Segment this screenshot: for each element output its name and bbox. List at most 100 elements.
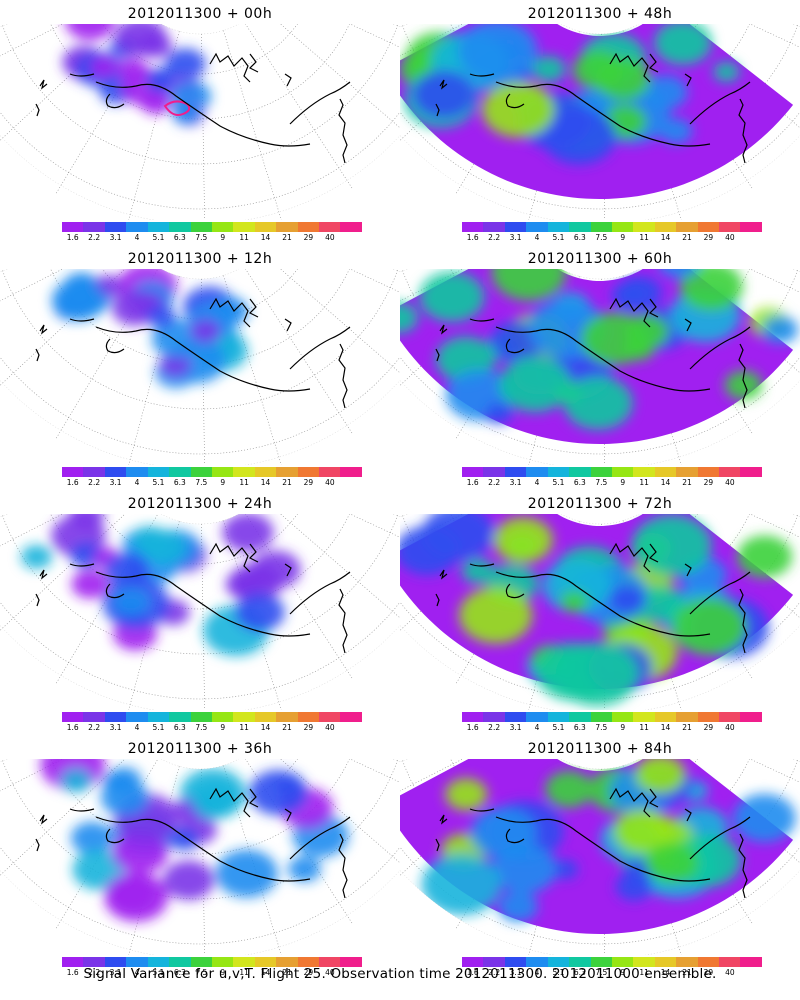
colorbar-swatch: [190, 222, 212, 232]
colorbar-label: 5.1: [152, 478, 165, 487]
colorbar-swatch: [526, 957, 548, 967]
colorbar-label: 14: [660, 723, 671, 732]
colorbar-label: 40: [325, 723, 335, 732]
colorbar-swatch: [462, 222, 484, 232]
variance-field: [51, 269, 249, 389]
colorbar-label: 40: [725, 478, 735, 487]
colorbar-label: 5.1: [552, 968, 565, 977]
colorbar-label: 1.6: [466, 478, 479, 487]
coastline: [35, 787, 351, 899]
colorbar-label: 7.5: [595, 968, 608, 977]
forecast-panel: 2012011300 + 00h 1.6 2.2 3.1 4 5.1 6.3 7.5 9 11 14…: [0, 0, 400, 245]
variance-map: [400, 514, 800, 710]
colorbar-label: 4: [134, 723, 140, 732]
colorbar-swatch: [169, 467, 191, 477]
colorbar-swatch: [719, 957, 741, 967]
colorbar-swatch: [319, 222, 341, 232]
peak-contour: [163, 100, 191, 116]
colorbar-label: 4: [534, 233, 540, 242]
colorbar-swatch: [276, 222, 298, 232]
colorbar-label: 2.2: [488, 968, 501, 977]
colorbar-swatch: [104, 222, 127, 232]
colorbar-label: 7.5: [595, 478, 608, 487]
colorbar-swatch: [254, 712, 277, 722]
colorbar-swatch: [569, 222, 591, 232]
colorbar-swatch: [547, 957, 570, 967]
colorbar-label: 7.5: [195, 233, 208, 242]
colorbar-label: 1.6: [466, 968, 479, 977]
colorbar-swatch: [276, 712, 298, 722]
colorbar-label: 11: [639, 478, 649, 487]
colorbar-swatch: [483, 467, 505, 477]
panel-title: 2012011300 + 84h: [527, 741, 673, 757]
colorbar-swatch: [211, 222, 234, 232]
colorbar-label: 29: [303, 968, 314, 977]
colorbar-label: 1.6: [66, 723, 79, 732]
colorbar: 1.6 2.2 3.1 4 5.1 6.3 7.5 9 11 14 21 29 40: [62, 957, 362, 979]
panel-title: 2012011300 + 72h: [527, 496, 673, 512]
colorbar-label: 14: [660, 968, 671, 977]
colorbar-swatch: [611, 957, 634, 967]
colorbar-swatch: [697, 957, 720, 967]
map-frame: [400, 269, 800, 465]
colorbar-swatch: [719, 712, 741, 722]
colorbar-label: 29: [703, 968, 714, 977]
colorbar-swatch: [190, 712, 212, 722]
colorbar-swatch: [633, 712, 655, 722]
colorbar-swatch: [297, 712, 320, 722]
colorbar-label: 21: [682, 723, 692, 732]
colorbar-swatch: [526, 712, 548, 722]
colorbar-swatch: [590, 467, 612, 477]
colorbar-label: 14: [260, 968, 271, 977]
colorbar-swatch: [719, 222, 741, 232]
colorbar-swatch: [483, 957, 505, 967]
colorbar-swatch: [126, 957, 148, 967]
colorbar-swatch: [633, 467, 655, 477]
colorbar-label: 21: [282, 968, 292, 977]
colorbar-label: 4: [134, 478, 140, 487]
colorbar-label: 21: [282, 723, 292, 732]
colorbar-swatch: [233, 467, 255, 477]
colorbar-swatch: [340, 957, 362, 967]
colorbar-swatch: [211, 957, 234, 967]
map-frame: [0, 514, 400, 710]
colorbar-label: 14: [260, 723, 271, 732]
colorbar-swatch: [297, 467, 320, 477]
colorbar-swatch: [611, 222, 634, 232]
colorbar-label: 29: [303, 723, 314, 732]
colorbar-swatch: [676, 712, 698, 722]
colorbar-label: 5.1: [152, 723, 165, 732]
colorbar-label: 7.5: [595, 723, 608, 732]
colorbar-label: 7.5: [195, 968, 208, 977]
coastline: [35, 297, 351, 409]
colorbar-swatch: [104, 467, 127, 477]
forecast-panel: 2012011300 + 36h 1.6 2.2 3.1 4 5.1 6.3 7.5 9 11 14…: [0, 735, 400, 980]
colorbar-label: 9: [220, 478, 226, 487]
variance-field: [20, 514, 301, 656]
colorbar-swatch: [504, 467, 527, 477]
panel-title: 2012011300 + 60h: [527, 251, 673, 267]
coastline: [435, 787, 751, 899]
colorbar-label: 6.3: [573, 723, 586, 732]
colorbar-swatch: [254, 467, 277, 477]
colorbar-label: 11: [239, 233, 249, 242]
colorbar-label: 21: [682, 968, 692, 977]
forecast-panel: 2012011300 + 60h 1.6 2.2 3.1 4 5.1 6.3 7.5 9 11 14…: [400, 245, 800, 490]
colorbar-label: 40: [725, 968, 735, 977]
coastline: [435, 52, 751, 164]
colorbar-label: 4: [534, 723, 540, 732]
colorbar-swatch: [654, 712, 677, 722]
colorbar-swatch: [104, 957, 127, 967]
colorbar-swatch: [462, 467, 484, 477]
colorbar-label: 1.6: [466, 233, 479, 242]
colorbar-swatch: [462, 957, 484, 967]
colorbar: 1.6 2.2 3.1 4 5.1 6.3 7.5 9 11 14 21 29 40: [462, 957, 762, 979]
colorbar-label: 7.5: [195, 723, 208, 732]
variance-map: [0, 514, 400, 710]
colorbar-label: 5.1: [552, 233, 565, 242]
map-frame: [0, 759, 400, 955]
colorbar: 1.6 2.2 3.1 4 5.1 6.3 7.5 9 11 14 21 29 40: [462, 467, 762, 489]
map-frame: [400, 514, 800, 710]
colorbar-label: 40: [725, 723, 735, 732]
colorbar-swatch: [319, 957, 341, 967]
